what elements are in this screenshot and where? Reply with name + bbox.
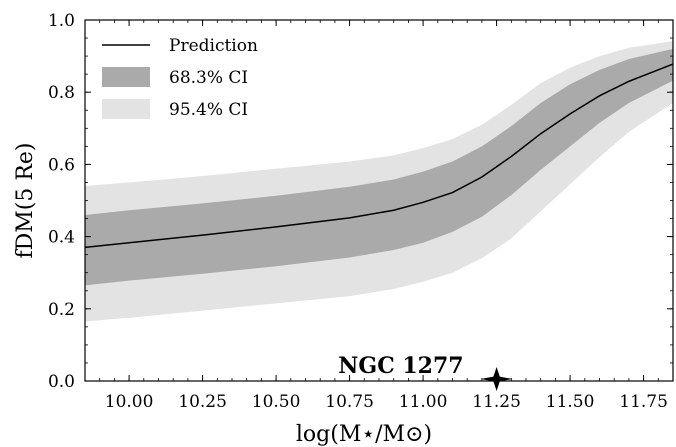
y-tick-label: 1.0 [48,11,75,31]
prediction-line [84,63,674,249]
legend-swatch-1 [102,67,150,87]
axis-ticks: 10.00 10.25 10.50 10.75 11.00 11.25 11.50 11.75… [48,11,674,412]
y-tick-label: 0.0 [48,372,75,392]
annotation-label: NGC 1277 [338,353,463,379]
y-tick-label: 0.8 [48,83,75,103]
x-tick-label: 11.50 [546,392,595,412]
y-axis-label: fDM(5 Re) [13,142,38,258]
y-tick-label: 0.2 [48,300,75,320]
x-axis-label: log(M⋆/M⊙) [296,422,432,447]
y-tick-label: 0.4 [48,228,75,248]
confidence-bands [85,40,673,322]
x-tick-label: 10.00 [105,392,154,412]
legend-label: 68.3% CI [169,68,248,88]
x-tick-label: 10.50 [252,392,301,412]
x-tick-label: 10.25 [178,392,227,412]
legend-label: 95.4% CI [169,100,248,120]
x-tick-label: 11.00 [399,392,448,412]
x-tick-label: 11.25 [472,392,521,412]
legend-label: Prediction [169,36,258,56]
ci-band-1 [85,48,673,286]
x-tick-label: 10.75 [325,392,374,412]
y-tick-label: 0.6 [48,155,75,175]
axis-labels: log(M⋆/M⊙) fDM(5 Re) [13,142,432,447]
x-tick-label: 11.75 [619,392,668,412]
prediction-lines [84,63,674,249]
annotation-markers: NGC 1277 [338,353,513,391]
legend-swatch-2 [102,99,150,119]
legend: Prediction 68.3% CI 95.4% CI [102,36,258,120]
